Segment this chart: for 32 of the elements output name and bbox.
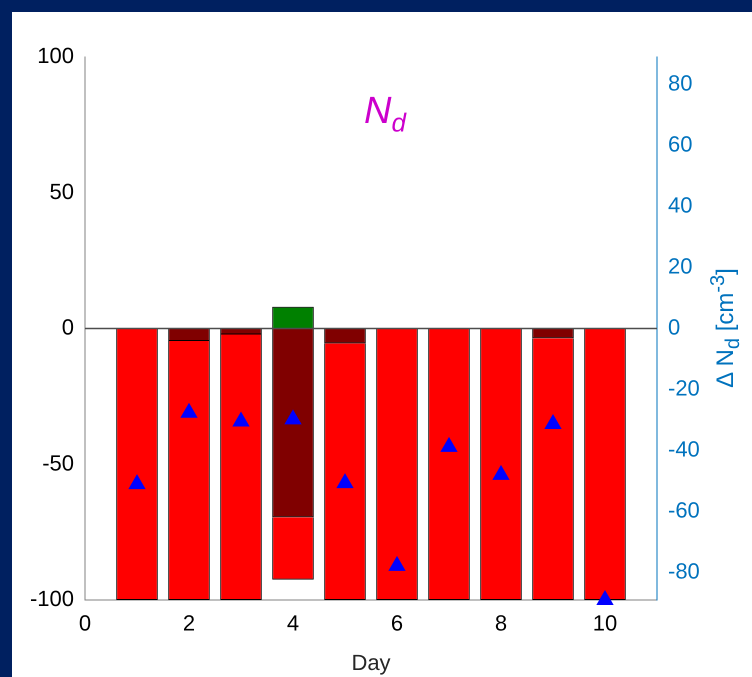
y-tick-label: -100 bbox=[30, 586, 74, 612]
y-tick-label: 100 bbox=[37, 43, 74, 68]
text: N$_{d}$ bbox=[363, 90, 408, 139]
x-tick-label: 6 bbox=[390, 610, 404, 636]
point bbox=[492, 465, 510, 480]
y2-tick-label: 40 bbox=[668, 192, 692, 218]
point bbox=[596, 590, 614, 605]
x-tick-label: 8 bbox=[494, 610, 508, 636]
x-axis-title: Day bbox=[351, 650, 391, 675]
x-tick-label: 4 bbox=[286, 610, 300, 636]
x-tick-label: 2 bbox=[182, 610, 196, 636]
y2-tick-label: 20 bbox=[668, 254, 692, 279]
point bbox=[180, 403, 198, 418]
y-tick-label: 0 bbox=[62, 314, 74, 340]
y2-tick-label: 60 bbox=[668, 132, 692, 157]
point bbox=[128, 474, 146, 490]
y2-tick-label: -80 bbox=[668, 558, 700, 584]
y2-tick-label: 0 bbox=[668, 314, 680, 340]
x-tick-label: 0 bbox=[78, 610, 92, 636]
y2-tick-label: -60 bbox=[668, 498, 700, 523]
y2-tick-label: 80 bbox=[668, 70, 692, 96]
y-tick-label: 50 bbox=[50, 178, 74, 204]
point bbox=[232, 412, 250, 427]
x-tick-label: 10 bbox=[592, 610, 618, 636]
point bbox=[440, 437, 458, 452]
y-tick-label: -50 bbox=[42, 450, 74, 476]
point bbox=[284, 410, 302, 424]
point bbox=[336, 474, 354, 488]
point bbox=[544, 414, 562, 429]
y2-tick-label: -40 bbox=[668, 436, 700, 462]
point bbox=[388, 556, 406, 571]
y2-tick-label: -20 bbox=[668, 376, 700, 401]
